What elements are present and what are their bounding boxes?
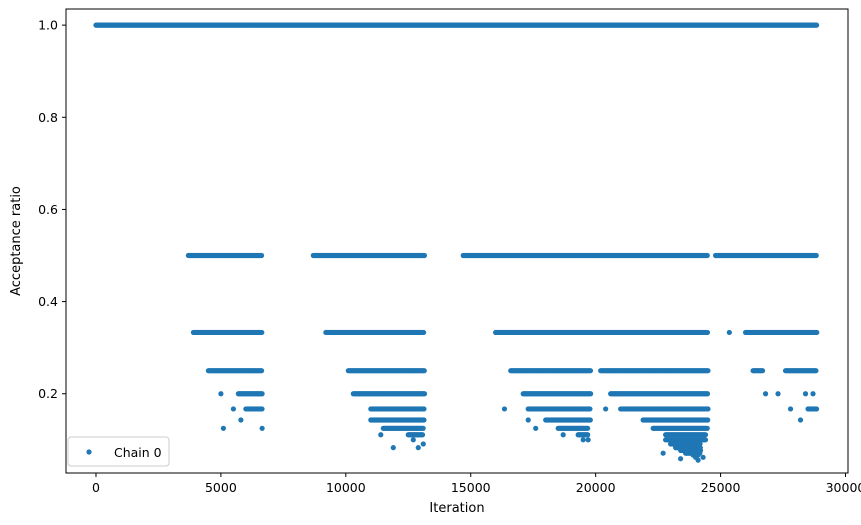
x-tick-label: 5000 [205, 480, 237, 495]
data-point [813, 252, 819, 259]
axes [65, 8, 849, 474]
data-point [415, 445, 421, 451]
data-point [501, 406, 508, 412]
data-point [258, 368, 265, 374]
data-point [421, 329, 427, 336]
data-point [704, 391, 711, 397]
data-point [410, 437, 416, 443]
data-point [704, 425, 710, 431]
data-point [726, 329, 732, 336]
x-tick-label: 10000 [326, 480, 366, 495]
data-point [259, 425, 265, 431]
data-point [603, 406, 609, 412]
data-point [390, 445, 396, 451]
data-point [813, 368, 819, 374]
x-tick-label: 25000 [701, 480, 741, 495]
data-point [678, 456, 684, 462]
data-point [378, 432, 384, 438]
data-point [220, 425, 226, 431]
y-tick-label: 1.0 [38, 18, 58, 33]
data-point [421, 368, 427, 374]
data-point [419, 432, 426, 438]
data-point [695, 457, 701, 463]
y-tick-label: 0.4 [38, 294, 58, 309]
data-point [705, 368, 711, 374]
y-tick-label: 0.8 [38, 110, 58, 125]
legend: Chain 0 [67, 436, 170, 467]
data-point [238, 417, 244, 423]
data-point [813, 406, 820, 412]
data-point [420, 425, 426, 431]
data-point [813, 22, 820, 28]
data-point [420, 441, 426, 447]
data-point [702, 437, 709, 443]
x-tick-label: 0 [92, 480, 100, 495]
x-axis-label: Iteration [429, 501, 484, 516]
data-point [704, 252, 710, 259]
x-tick-label: 15000 [451, 480, 491, 495]
legend-box [67, 436, 170, 467]
data-point [787, 406, 794, 412]
data-point [587, 406, 593, 412]
data-point [762, 391, 769, 397]
data-point [700, 454, 706, 460]
data-point [802, 391, 809, 397]
data-point [493, 329, 499, 336]
data-points [93, 22, 820, 463]
data-point [810, 391, 816, 397]
data-point [525, 417, 531, 423]
data-point [533, 425, 539, 431]
data-point [258, 252, 265, 259]
data-point [702, 432, 709, 438]
data-point [587, 368, 594, 374]
data-point [259, 406, 265, 412]
data-point [421, 252, 428, 259]
y-tick-label: 0.6 [38, 202, 58, 217]
data-point [705, 406, 711, 412]
data-point [704, 329, 711, 336]
data-point [560, 432, 566, 438]
axes-frame [65, 8, 849, 474]
data-point [230, 406, 236, 412]
data-point [499, 329, 505, 336]
plot-area [66, 9, 848, 473]
y-axis-label: Acceptance ratio [9, 186, 24, 296]
legend-marker-icon [86, 449, 92, 455]
data-point [218, 391, 224, 397]
data-point [587, 417, 593, 423]
legend-entry-chain-0: Chain 0 [114, 445, 162, 460]
data-point [775, 391, 781, 397]
data-point [421, 417, 427, 423]
data-point [585, 425, 591, 431]
data-point [421, 391, 428, 397]
data-point [814, 329, 820, 336]
data-point [585, 432, 591, 438]
data-point [585, 437, 591, 443]
data-point [797, 417, 804, 423]
y-tick-label: 0.2 [38, 386, 58, 401]
data-point [259, 329, 265, 336]
data-point [421, 406, 427, 412]
data-point [660, 450, 666, 456]
data-point [259, 391, 265, 397]
x-tick-label: 20000 [576, 480, 616, 495]
data-point [588, 391, 594, 397]
data-point [705, 417, 711, 423]
data-point [759, 368, 766, 374]
data-point [580, 437, 586, 443]
